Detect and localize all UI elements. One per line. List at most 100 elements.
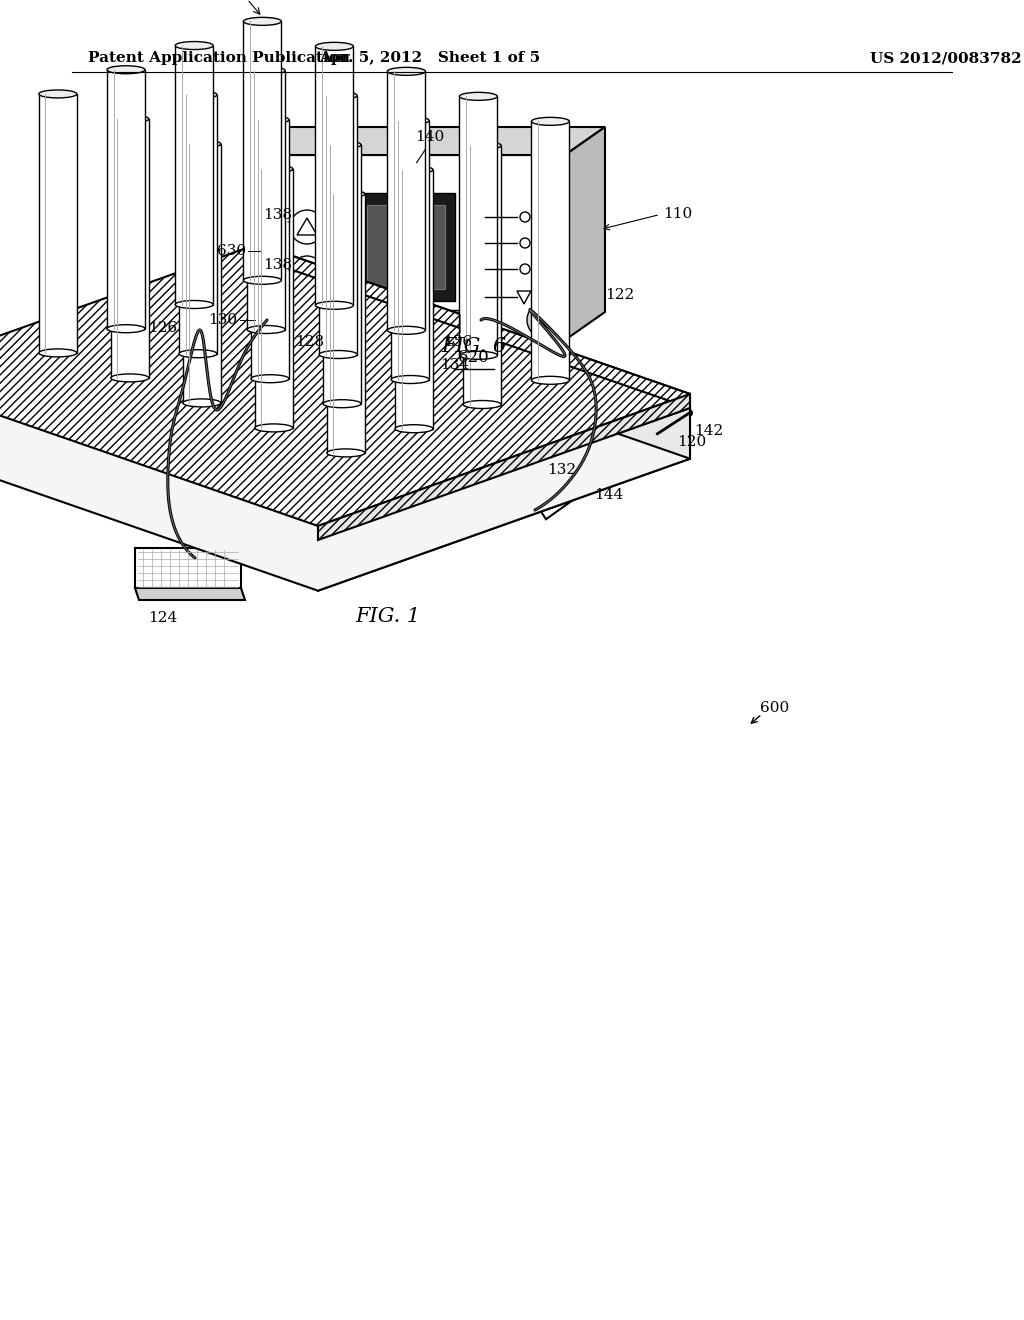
Text: 138: 138 — [263, 257, 292, 272]
Ellipse shape — [315, 301, 353, 309]
Ellipse shape — [244, 17, 282, 25]
Ellipse shape — [387, 67, 425, 75]
Ellipse shape — [39, 90, 77, 98]
Text: 128: 128 — [295, 335, 325, 348]
Text: 144: 144 — [594, 488, 624, 502]
Ellipse shape — [106, 325, 145, 333]
Polygon shape — [183, 144, 221, 403]
Polygon shape — [367, 205, 399, 289]
Ellipse shape — [531, 376, 569, 384]
Ellipse shape — [106, 66, 145, 74]
Circle shape — [527, 302, 563, 338]
Text: 120: 120 — [678, 434, 707, 449]
Text: FIG. 1: FIG. 1 — [355, 606, 420, 626]
Polygon shape — [251, 120, 289, 379]
Polygon shape — [534, 429, 660, 519]
Circle shape — [686, 411, 692, 416]
Polygon shape — [254, 310, 280, 330]
Polygon shape — [387, 71, 425, 330]
Polygon shape — [106, 70, 145, 329]
Polygon shape — [0, 309, 690, 591]
Text: Patent Application Publication: Patent Application Publication — [88, 51, 350, 65]
Text: 620: 620 — [458, 350, 489, 367]
Ellipse shape — [183, 399, 221, 407]
Ellipse shape — [563, 478, 587, 496]
Text: 630: 630 — [217, 244, 246, 257]
Ellipse shape — [327, 449, 365, 457]
Text: 138: 138 — [263, 209, 292, 222]
Ellipse shape — [460, 92, 498, 100]
Ellipse shape — [179, 350, 217, 358]
Ellipse shape — [327, 190, 365, 198]
Polygon shape — [258, 257, 690, 459]
Text: 124: 124 — [148, 611, 177, 624]
Polygon shape — [135, 587, 245, 601]
Ellipse shape — [395, 166, 433, 174]
Ellipse shape — [319, 351, 357, 359]
Ellipse shape — [39, 348, 77, 356]
Polygon shape — [463, 145, 501, 404]
Polygon shape — [449, 310, 481, 330]
Ellipse shape — [391, 375, 429, 384]
Polygon shape — [179, 95, 217, 354]
Ellipse shape — [554, 484, 578, 502]
Ellipse shape — [476, 310, 485, 330]
Ellipse shape — [175, 301, 213, 309]
Ellipse shape — [247, 66, 286, 74]
Text: 126: 126 — [148, 321, 177, 335]
Ellipse shape — [183, 140, 221, 148]
Text: 140: 140 — [416, 129, 444, 144]
Text: 132: 132 — [547, 463, 577, 477]
Text: 136: 136 — [443, 335, 472, 348]
Polygon shape — [135, 548, 241, 587]
Ellipse shape — [175, 41, 213, 50]
Text: 130: 130 — [208, 313, 237, 327]
Polygon shape — [255, 169, 293, 428]
Text: 110: 110 — [663, 207, 692, 222]
Polygon shape — [39, 94, 77, 352]
Ellipse shape — [275, 310, 285, 330]
Text: 134: 134 — [440, 358, 469, 372]
Polygon shape — [319, 95, 357, 355]
Ellipse shape — [391, 116, 429, 124]
Polygon shape — [244, 21, 282, 280]
Polygon shape — [413, 205, 445, 289]
Ellipse shape — [395, 425, 433, 433]
Ellipse shape — [315, 42, 353, 50]
Ellipse shape — [247, 326, 286, 334]
Ellipse shape — [531, 117, 569, 125]
Polygon shape — [531, 121, 569, 380]
Text: 142: 142 — [694, 424, 724, 438]
Ellipse shape — [463, 141, 501, 149]
Polygon shape — [175, 46, 213, 305]
Text: 610: 610 — [224, 0, 260, 15]
Polygon shape — [460, 96, 498, 355]
Polygon shape — [0, 244, 690, 525]
Ellipse shape — [111, 115, 148, 123]
Ellipse shape — [111, 374, 148, 381]
Text: 122: 122 — [605, 288, 634, 302]
Ellipse shape — [460, 351, 498, 359]
Text: FIG. 6: FIG. 6 — [441, 337, 507, 356]
Polygon shape — [318, 408, 690, 591]
Polygon shape — [395, 170, 433, 429]
Polygon shape — [247, 70, 286, 330]
Ellipse shape — [251, 116, 289, 124]
Polygon shape — [355, 193, 455, 301]
Ellipse shape — [546, 490, 569, 507]
Ellipse shape — [319, 91, 357, 99]
Ellipse shape — [463, 400, 501, 408]
Polygon shape — [327, 194, 365, 453]
Polygon shape — [318, 393, 690, 540]
Text: US 2012/0083782 A1: US 2012/0083782 A1 — [870, 51, 1024, 65]
Polygon shape — [258, 244, 690, 408]
Ellipse shape — [255, 424, 293, 432]
Ellipse shape — [255, 165, 293, 173]
Polygon shape — [565, 127, 605, 341]
Ellipse shape — [244, 276, 282, 284]
Ellipse shape — [323, 141, 361, 149]
Ellipse shape — [179, 91, 217, 99]
Ellipse shape — [323, 400, 361, 408]
Polygon shape — [245, 154, 565, 341]
Polygon shape — [391, 120, 429, 380]
